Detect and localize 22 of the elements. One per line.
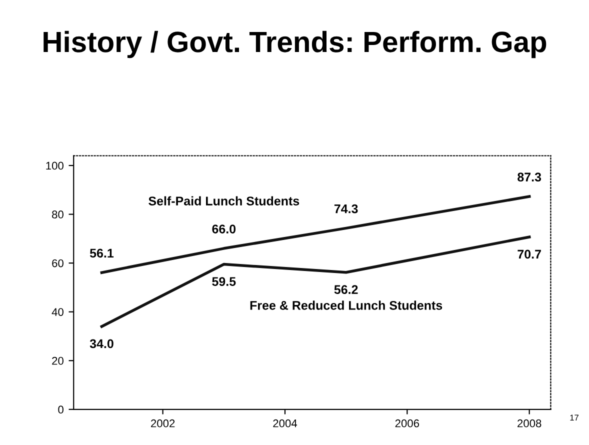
- data-label: 70.7: [518, 250, 541, 259]
- y-tick-label: 100: [46, 162, 64, 170]
- x-tick-label: 2004: [273, 419, 298, 428]
- y-tick-label: 20: [52, 356, 64, 365]
- y-tick-label: 60: [52, 259, 64, 268]
- text: Self-Paid Lunch Students: [148, 196, 300, 206]
- y-tick-label: 40: [52, 308, 64, 316]
- chart-title: History / Govt. Trends: Perform. Gap: [44, 30, 546, 58]
- data-label: 74.3: [334, 204, 358, 214]
- x-tick-label: 2002: [151, 419, 175, 428]
- data-label: 56.2: [334, 285, 358, 294]
- text: 17: [570, 414, 578, 420]
- text: Free & Reduced Lunch Students: [250, 300, 442, 310]
- data-label: 59.5: [212, 277, 236, 286]
- data-label: 87.3: [518, 172, 542, 182]
- data-label: 66.0: [212, 224, 236, 234]
- data-label: 56.1: [90, 248, 114, 258]
- y-tick-label: 80: [52, 210, 64, 218]
- x-tick-label: 2006: [395, 419, 420, 428]
- data-label: 34.0: [90, 339, 114, 348]
- y-tick-label: 0: [58, 406, 64, 414]
- x-tick-label: 2008: [518, 419, 542, 428]
